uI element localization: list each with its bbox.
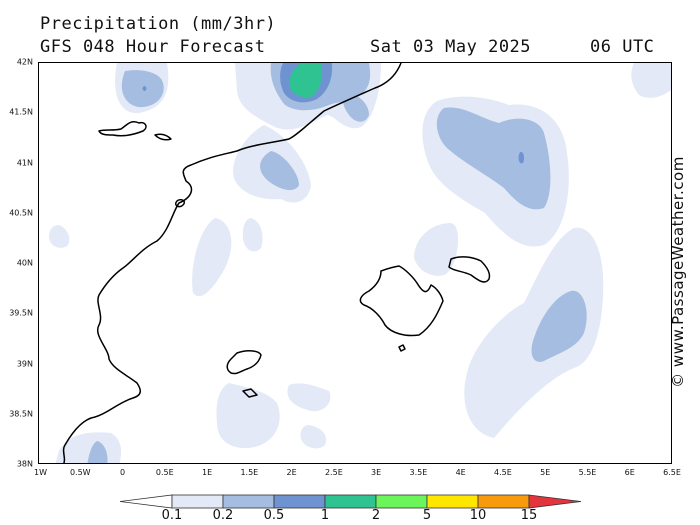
latitude-label: 41N [16, 158, 33, 167]
precip-light-area [242, 218, 263, 252]
coastline-cabrera [398, 344, 406, 352]
precip-moderate-area [87, 441, 108, 463]
latitude-label: 40N [16, 258, 33, 268]
longitude-label: 4E [455, 468, 466, 477]
longitude-label: 1W [34, 468, 47, 477]
precip-light-area [287, 383, 331, 412]
coastline-formentera [242, 388, 258, 398]
coastline-mallorca [359, 265, 444, 337]
legend-label: 15 [520, 508, 538, 523]
coastline-small-island-a [98, 120, 147, 137]
precip-light-area [216, 383, 280, 449]
latitude-label: 39.5N [9, 308, 33, 318]
longitude-label: 2E [286, 468, 297, 477]
credit-text: © www.PassageWeather.com [669, 156, 687, 388]
precip-moderate-area [260, 151, 299, 191]
precip-very-heavy-area [289, 63, 322, 98]
coastline-mainland [62, 63, 402, 463]
longitude-label: 5E [540, 468, 551, 477]
longitude-label: 5.5E [578, 468, 597, 477]
latitude-label: 38N [16, 459, 33, 469]
longitude-label: 3.5E [409, 468, 428, 477]
legend-swatch [426, 494, 479, 509]
longitude-label: 0.5E [155, 468, 174, 477]
legend-swatch [119, 494, 173, 509]
legend-swatch [477, 494, 530, 509]
precipitation-legend [119, 494, 582, 509]
longitude-label: 6.5E [663, 468, 681, 477]
precip-light-area [631, 63, 671, 98]
precip-light-area [300, 425, 327, 449]
longitude-label: 6E [624, 468, 635, 477]
longitude-label: 0 [119, 468, 126, 477]
map-title: Precipitation (mm/3hr) [40, 14, 277, 34]
legend-swatch [171, 494, 224, 509]
legend-label: 10 [469, 508, 487, 523]
latitude-label: 39N [16, 359, 33, 368]
legend-label: 5 [422, 508, 432, 523]
latitude-label: 38.5N [9, 409, 33, 419]
legend-label: 0.1 [161, 508, 183, 523]
coastline-ibiza [226, 350, 262, 375]
map-canvas [49, 63, 671, 463]
precip-light-area [464, 227, 604, 438]
forecast-date: Sat 03 May 2025 [370, 37, 532, 57]
longitude-label: 1E [201, 468, 213, 477]
legend-swatch [528, 494, 582, 509]
coastlines [62, 63, 491, 463]
legend-swatch [324, 494, 377, 509]
precip-light-area [414, 223, 459, 276]
precip-light-area [49, 225, 70, 248]
latitude-label: 41.5N [9, 107, 33, 117]
precip-moderate-area [436, 107, 551, 210]
legend-label: 0.5 [263, 508, 285, 523]
latitude-label: 40.5N [9, 208, 33, 218]
precip-light-area [192, 218, 232, 297]
precip-heavy-area [142, 86, 147, 91]
legend-label: 2 [371, 508, 381, 523]
longitude-label: 4.5E [494, 468, 512, 477]
forecast-time: 06 UTC [590, 37, 655, 57]
coastline-small-island-b [154, 133, 172, 141]
longitude-label: 2.5E [324, 468, 343, 477]
latitude-label: 42N [16, 57, 33, 67]
legend-swatch [273, 494, 326, 509]
legend-swatch [222, 494, 275, 509]
legend-swatch [375, 494, 428, 509]
coastline-menorca [448, 256, 491, 283]
legend-label: 1 [320, 508, 330, 523]
precip-very-heavy-areas [289, 63, 322, 98]
longitude-label: 3E [371, 468, 382, 477]
longitude-label: 1.5E [240, 468, 259, 477]
precip-heavy-area [518, 151, 524, 164]
precip-moderate-area [531, 290, 587, 362]
coastline-ebro-delta [174, 199, 186, 208]
precipitation-map [38, 62, 672, 464]
forecast-model: GFS 048 Hour Forecast [40, 37, 266, 57]
legend-label: 0.2 [212, 508, 234, 523]
longitude-label: 0.5W [69, 468, 91, 477]
